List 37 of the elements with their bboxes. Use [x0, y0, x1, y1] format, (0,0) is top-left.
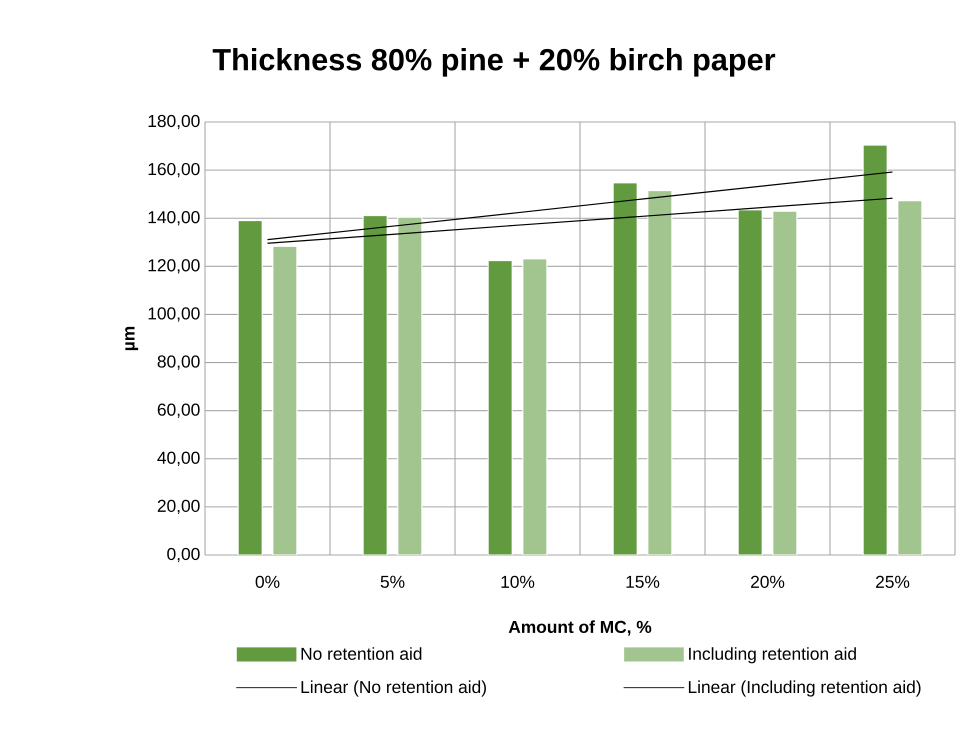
bar	[362, 215, 388, 555]
bar	[772, 210, 798, 555]
y-tick-label: 160,00	[148, 162, 200, 178]
x-tick-label: 0%	[256, 576, 280, 588]
y-tick-label: 100,00	[148, 307, 200, 322]
bar	[272, 246, 298, 555]
x-tick-label: 10%	[501, 576, 534, 588]
line-series	[266, 198, 894, 244]
legend-label: Linear (No retention aid)	[302, 680, 486, 697]
y-tick-label: 80,00	[158, 355, 200, 370]
x-tick-label: 15%	[626, 576, 660, 588]
legend-label: Linear (Including retention aid)	[688, 680, 921, 697]
y-tick-label: 40,00	[157, 452, 200, 466]
bar	[897, 200, 922, 555]
legend-label: Including retention aid	[689, 647, 856, 664]
y-tick-label: 120,00	[148, 259, 200, 274]
bar	[612, 182, 638, 555]
y-tick-label: 20,00	[158, 500, 200, 514]
y-tick-label: 0,00	[167, 548, 200, 562]
chart-title: Thickness 80% pine + 20% birch paper	[212, 48, 776, 77]
bar	[238, 220, 263, 555]
bar	[522, 258, 548, 555]
x-tick-label: 5%	[380, 576, 404, 588]
x-axis-title: Amount of MC, %	[508, 620, 652, 636]
legend-label: No retention aid	[302, 647, 422, 660]
bar	[647, 190, 672, 555]
x-tick-label: 20%	[751, 576, 784, 588]
bar	[738, 209, 763, 555]
bar	[862, 144, 888, 555]
bar	[488, 260, 513, 555]
x-tick-label: 25%	[876, 576, 910, 588]
y-tick-label: 140,00	[148, 211, 200, 226]
y-tick-label: 60,00	[158, 404, 200, 418]
bar	[397, 216, 422, 555]
line-series	[266, 171, 894, 240]
y-tick-label: 180,00	[148, 114, 200, 130]
y-axis-title: µm	[125, 326, 138, 350]
